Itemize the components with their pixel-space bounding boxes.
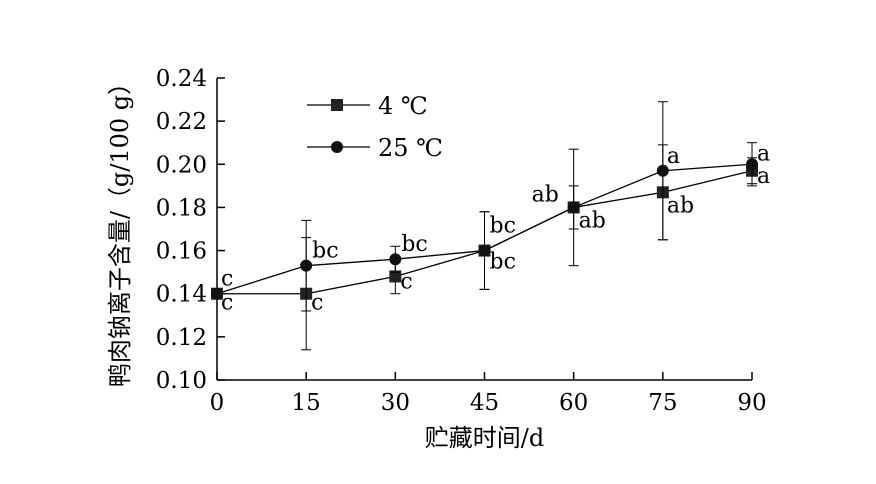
significance-label: a xyxy=(667,144,680,169)
x-tick-label: 60 xyxy=(559,390,588,416)
legend-item: 25 ℃ xyxy=(307,134,443,162)
x-tick-label: 30 xyxy=(381,390,410,416)
y-tick-label: 0.24 xyxy=(156,66,207,92)
y-tick-label: 0.16 xyxy=(156,239,207,265)
y-tick-label: 0.14 xyxy=(156,282,207,308)
y-tick-label: 0.22 xyxy=(156,109,207,135)
y-tick-label: 0.20 xyxy=(156,152,207,178)
legend-label: 4 ℃ xyxy=(378,92,428,120)
y-axis-title: 鸭肉钠离子含量/（g/100 g） xyxy=(106,71,134,387)
significance-label: c xyxy=(221,291,233,316)
axes: 0.10 0.12 0.14 0.16 0.18 0.20 0.22 0.24 0 15 30 45… xyxy=(156,66,767,416)
significance-label: c xyxy=(221,267,233,292)
circle-marker xyxy=(211,287,223,300)
significance-label: a xyxy=(757,141,770,166)
x-tick-label: 15 xyxy=(292,390,321,416)
significance-label: c xyxy=(400,269,412,294)
x-tick-label: 0 xyxy=(210,390,225,416)
significance-label: a xyxy=(757,164,770,189)
legend: 4 ℃ 25 ℃ xyxy=(307,92,443,162)
x-ticks: 0 15 30 45 60 75 90 xyxy=(210,372,767,416)
significance-label: bc xyxy=(312,239,338,264)
legend-label: 25 ℃ xyxy=(378,134,443,162)
x-tick-label: 90 xyxy=(737,390,766,416)
x-axis-title: 贮藏时间/d xyxy=(425,424,544,452)
circle-marker xyxy=(746,158,758,171)
legend-square-marker xyxy=(331,99,343,111)
significance-label: ab xyxy=(532,182,559,207)
significance-label: ab xyxy=(579,208,606,233)
significance-label: bc xyxy=(401,232,427,257)
y-tick-label: 0.12 xyxy=(156,325,207,351)
significance-label: ab xyxy=(667,193,694,218)
significance-label: bc xyxy=(490,250,516,275)
significance-label: c xyxy=(311,291,323,316)
legend-item: 4 ℃ xyxy=(307,92,428,120)
significance-label: bc xyxy=(490,214,516,239)
y-tick-label: 0.18 xyxy=(156,195,207,221)
circle-marker xyxy=(478,244,491,257)
x-tick-label: 45 xyxy=(470,390,499,416)
square-marker xyxy=(389,270,402,283)
legend-circle-marker xyxy=(331,141,343,153)
circle-marker xyxy=(300,259,313,272)
circle-marker xyxy=(567,201,580,214)
y-ticks: 0.10 0.12 0.14 0.16 0.18 0.20 0.22 0.24 xyxy=(156,66,225,394)
x-tick-label: 75 xyxy=(648,390,677,416)
circle-marker xyxy=(389,253,402,266)
y-tick-label: 0.10 xyxy=(156,368,207,394)
circle-marker xyxy=(656,164,669,177)
